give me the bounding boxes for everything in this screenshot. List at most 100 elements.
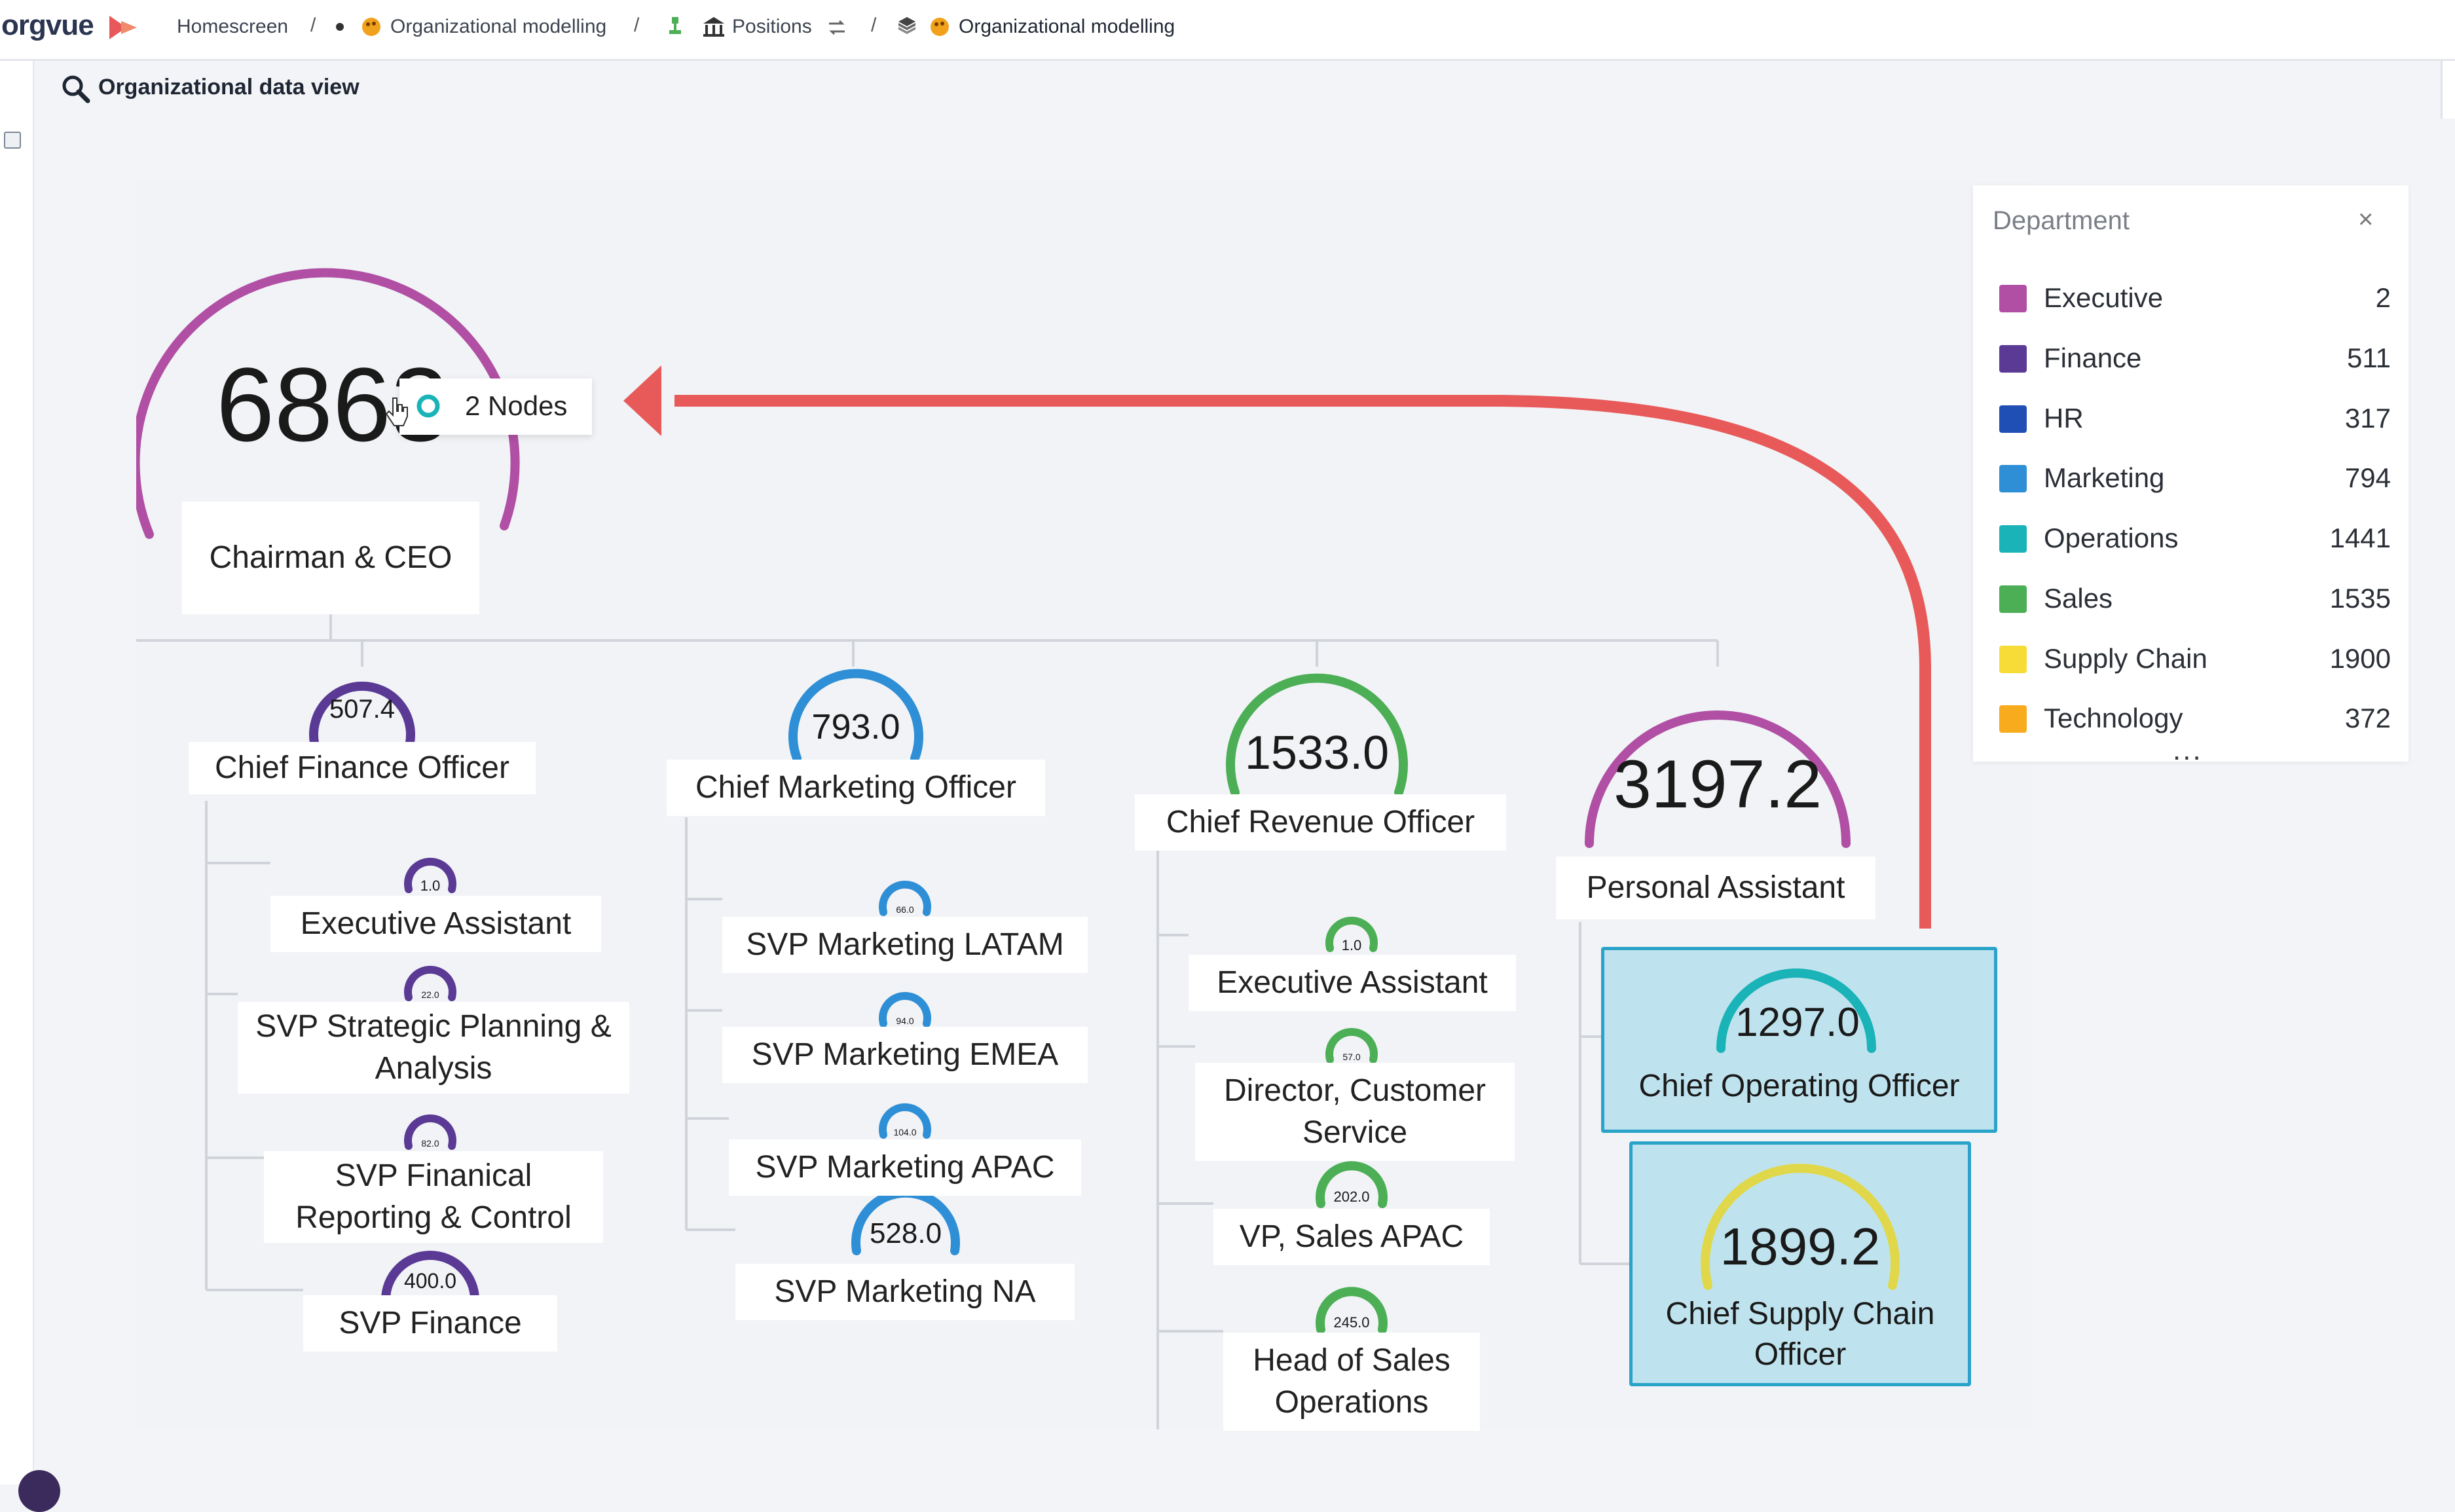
expand-panel-icon[interactable] xyxy=(4,132,21,149)
cro-value: 1533.0 xyxy=(1244,727,1390,779)
rev-ea-value: 1.0 xyxy=(1341,937,1362,953)
ring-personal-assistant xyxy=(1585,710,1851,848)
legend-item-count: 1441 xyxy=(2329,523,2391,553)
hierarchy-icon xyxy=(669,17,681,34)
ring-chief-finance-officer xyxy=(309,681,415,747)
fin-frc-value: 82.0 xyxy=(421,1138,439,1149)
cmo-value: 793.0 xyxy=(811,707,900,747)
node-svp-marketing-apac[interactable]: SVP Marketing APAC xyxy=(729,1139,1081,1196)
ring-fin-ea xyxy=(404,857,456,893)
department-legend-panel: Department × Executive 2 Finance 511 HR … xyxy=(1973,185,2409,766)
breadcrumb-homescreen[interactable]: Homescreen xyxy=(177,16,289,37)
hand-cursor-icon xyxy=(385,397,408,426)
legend-item-count: 1535 xyxy=(2329,583,2391,614)
legend-swatch xyxy=(1999,705,2027,733)
legend-item-name: Technology xyxy=(2044,703,2183,733)
legend-item-name: Supply Chain xyxy=(2044,643,2207,674)
coo-value: 1297.0 xyxy=(1735,1000,1860,1045)
legend-swatch xyxy=(1999,465,2027,492)
orgvue-logo[interactable]: orgvue xyxy=(1,9,94,41)
node-svp-marketing-emea[interactable]: SVP Marketing EMEA xyxy=(722,1027,1088,1083)
legend-item-technology[interactable]: Technology 372 xyxy=(1991,699,2391,738)
fin-svp-value: 400.0 xyxy=(403,1269,457,1293)
legend-item-count: 1900 xyxy=(2329,643,2391,674)
cfo-value: 507.4 xyxy=(329,695,396,724)
node-chief-finance-officer[interactable]: Chief Finance Officer xyxy=(189,742,536,794)
legend-item-supply-chain[interactable]: Supply Chain 1900 xyxy=(1991,639,2391,678)
legend-item-name: Marketing xyxy=(2044,462,2165,493)
node-vp-sales-apac[interactable]: VP, Sales APAC xyxy=(1213,1209,1490,1265)
breadcrumb-separator: / xyxy=(871,14,877,36)
breadcrumb-current-organizational-modelling[interactable]: Organizational modelling xyxy=(959,16,1175,37)
csco-value: 1899.2 xyxy=(1720,1217,1881,1276)
rev-vp-value: 202.0 xyxy=(1333,1189,1370,1205)
annotation-arrow xyxy=(623,365,1931,929)
ring-mkt-latam xyxy=(879,880,931,916)
node-rev-executive-assistant[interactable]: Executive Assistant xyxy=(1189,955,1516,1011)
legend-item-name: Operations xyxy=(2044,523,2179,553)
palette-icon xyxy=(362,18,380,36)
breadcrumb-separator: / xyxy=(634,14,640,36)
node-svp-marketing-na[interactable]: SVP Marketing NA xyxy=(735,1264,1075,1320)
building-icon xyxy=(703,17,724,37)
node-chief-operating-officer-card[interactable]: 1297.0 Chief Operating Officer xyxy=(1601,947,1997,1133)
node-chief-supply-chain-officer-card[interactable]: 1899.2 Chief Supply Chain Officer xyxy=(1629,1141,1971,1386)
legend-item-count: 372 xyxy=(2344,703,2391,733)
node-svp-financial-reporting[interactable]: SVP Finanical Reporting & Control xyxy=(264,1151,603,1243)
legend-item-count: 511 xyxy=(2347,342,2391,373)
legend-item-operations[interactable]: Operations 1441 xyxy=(1991,519,2391,558)
ring-chief-supply-chain-officer xyxy=(1701,1164,1900,1290)
mkt-na-value: 528.0 xyxy=(869,1217,942,1249)
node-svp-strategic-planning[interactable]: SVP Strategic Planning & Analysis xyxy=(238,1002,629,1094)
legend-item-count: 2 xyxy=(2375,282,2391,313)
legend-swatch xyxy=(1999,646,2027,673)
ring-mkt-apac xyxy=(879,1103,931,1139)
legend-item-executive[interactable]: Executive 2 xyxy=(1991,278,2391,318)
legend-item-name: HR xyxy=(2044,403,2084,433)
node-chief-revenue-officer[interactable]: Chief Revenue Officer xyxy=(1135,794,1506,851)
node-personal-assistant[interactable]: Personal Assistant xyxy=(1556,857,1875,919)
legend-more-icon[interactable]: ... xyxy=(2173,734,2203,766)
rev-dcs-value: 57.0 xyxy=(1342,1052,1361,1062)
legend-swatch xyxy=(1999,585,2027,613)
node-chairman-ceo[interactable]: Chairman & CEO xyxy=(182,502,479,614)
fin-ea-value: 1.0 xyxy=(420,877,441,894)
legend-item-finance[interactable]: Finance 511 xyxy=(1991,339,2391,378)
legend-item-sales[interactable]: Sales 1535 xyxy=(1991,579,2391,618)
rev-hso-value: 245.0 xyxy=(1333,1314,1370,1331)
node-svp-marketing-latam[interactable]: SVP Marketing LATAM xyxy=(722,917,1088,973)
node-chief-marketing-officer[interactable]: Chief Marketing Officer xyxy=(667,760,1045,816)
breadcrumb-positions[interactable]: Positions xyxy=(732,16,812,37)
ring-rev-hso xyxy=(1316,1287,1388,1334)
coo-title: Chief Operating Officer xyxy=(1638,1069,1960,1103)
csco-title: Chief Supply Chain Officer xyxy=(1665,1297,1935,1372)
breadcrumb-organizational-modelling[interactable]: Organizational modelling xyxy=(390,16,607,37)
fin-spa-value: 22.0 xyxy=(421,989,439,1000)
user-avatar[interactable] xyxy=(18,1470,60,1512)
ring-chief-revenue-officer xyxy=(1226,673,1408,797)
legend-item-name: Finance xyxy=(2044,342,2142,373)
legend-item-count: 317 xyxy=(2344,403,2391,433)
legend-swatch xyxy=(1999,405,2027,433)
node-fin-executive-assistant[interactable]: Executive Assistant xyxy=(270,896,601,952)
node-svp-finance[interactable]: SVP Finance xyxy=(303,1295,557,1352)
view-title: Organizational data view xyxy=(98,75,360,100)
legend-item-count: 794 xyxy=(2344,462,2391,493)
top-navigation-bar: orgvue Homescreen / Organizational model… xyxy=(0,0,2455,61)
legend-item-marketing[interactable]: Marketing 794 xyxy=(1991,458,2391,498)
pa-value: 3197.2 xyxy=(1613,747,1822,822)
ring-fin-spa xyxy=(404,965,456,1001)
ring-fin-svp xyxy=(381,1251,479,1304)
legend-swatch xyxy=(1999,285,2027,312)
tooltip-label: 2 Nodes xyxy=(465,390,568,421)
node-head-of-sales-operations[interactable]: Head of Sales Operations xyxy=(1223,1333,1480,1431)
node-count-icon xyxy=(416,394,440,418)
node-director-customer-service[interactable]: Director, Customer Service xyxy=(1195,1063,1515,1161)
right-panel-edge xyxy=(2441,61,2455,119)
layers-icon xyxy=(898,17,915,34)
close-icon[interactable]: × xyxy=(2358,205,2374,234)
left-rail xyxy=(0,61,34,1484)
search-icon xyxy=(62,75,90,103)
legend-item-hr[interactable]: HR 317 xyxy=(1991,399,2391,438)
switch-icon[interactable] xyxy=(826,17,847,38)
